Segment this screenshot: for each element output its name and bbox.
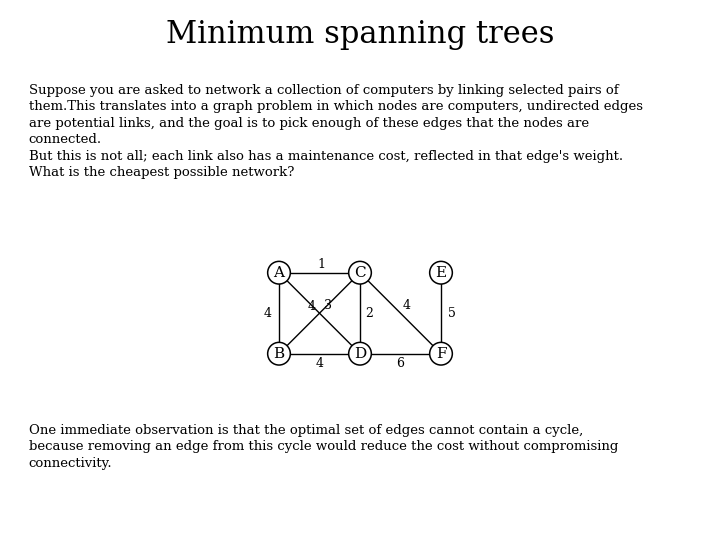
Text: D: D [354, 347, 366, 361]
Circle shape [430, 342, 452, 365]
Circle shape [268, 342, 290, 365]
Text: 1: 1 [317, 258, 325, 271]
Text: 4: 4 [403, 299, 411, 312]
Text: A: A [274, 266, 284, 280]
Text: E: E [436, 266, 446, 280]
Text: 5: 5 [449, 307, 456, 320]
Text: 3: 3 [323, 299, 332, 312]
Text: F: F [436, 347, 446, 361]
Text: 6: 6 [397, 357, 405, 370]
Circle shape [430, 261, 452, 284]
Text: One immediate observation is that the optimal set of edges cannot contain a cycl: One immediate observation is that the op… [29, 424, 618, 470]
Text: C: C [354, 266, 366, 280]
Text: Suppose you are asked to network a collection of computers by linking selected p: Suppose you are asked to network a colle… [29, 84, 643, 179]
Text: 4: 4 [307, 300, 315, 313]
Text: B: B [274, 347, 284, 361]
Text: 2: 2 [365, 307, 373, 320]
Circle shape [268, 261, 290, 284]
Text: 4: 4 [264, 307, 271, 320]
Text: Minimum spanning trees: Minimum spanning trees [166, 19, 554, 50]
Circle shape [348, 342, 372, 365]
Circle shape [348, 261, 372, 284]
Text: 4: 4 [315, 357, 323, 370]
